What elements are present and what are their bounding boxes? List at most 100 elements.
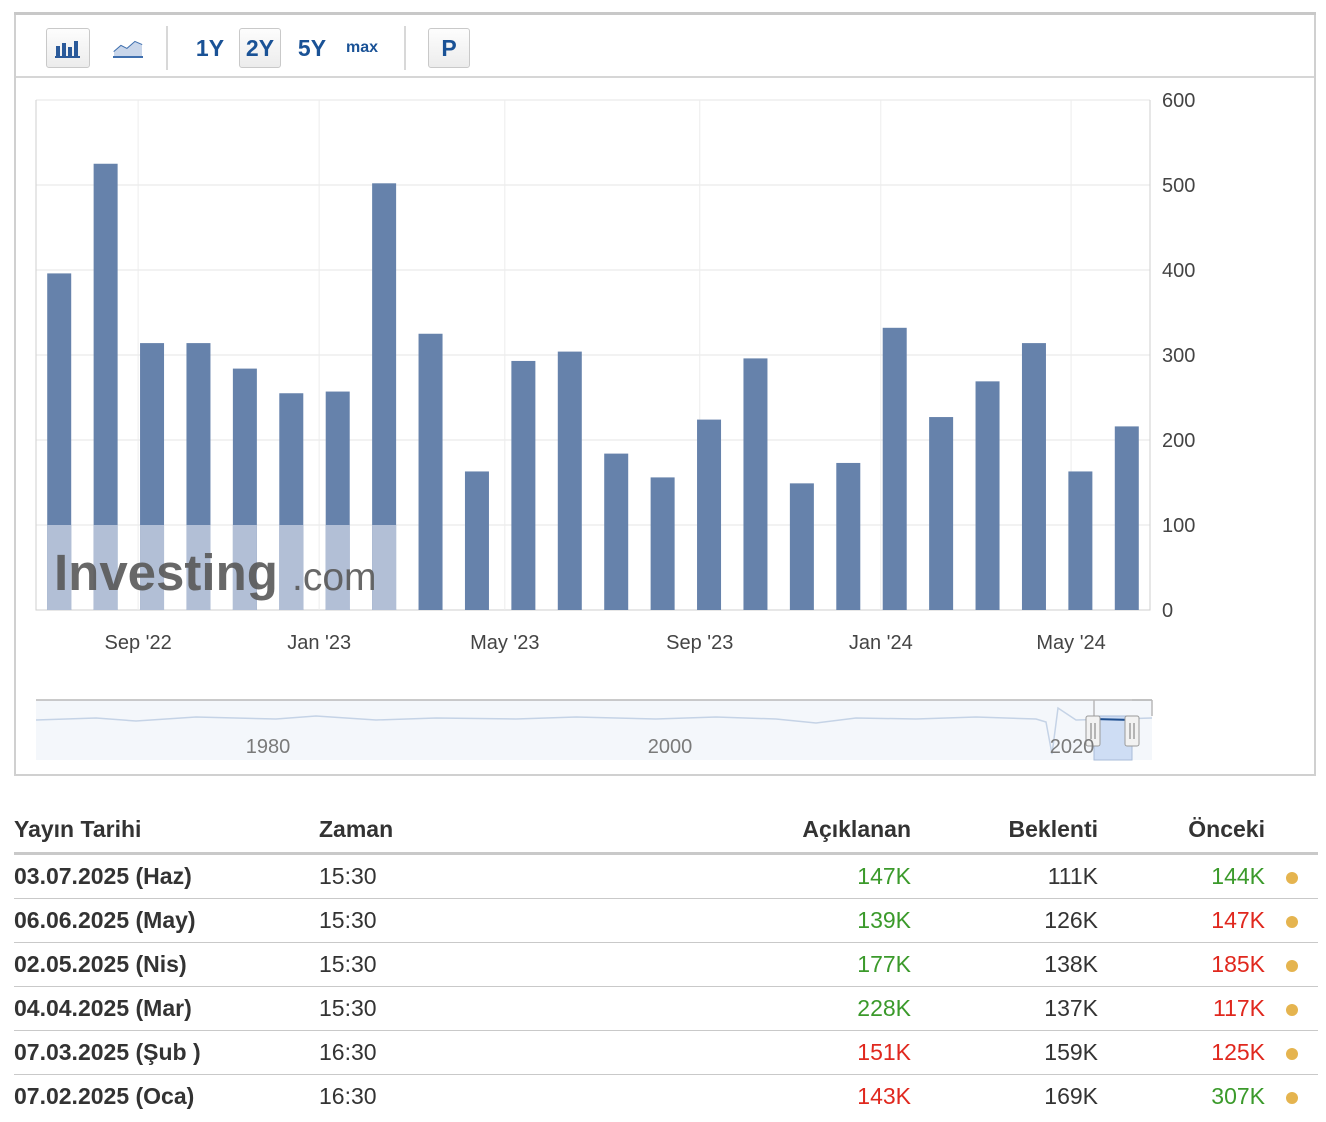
previous-cell: 117K (1098, 986, 1265, 1031)
table-row[interactable]: 03.07.2025 (Haz) 15:30 147K 111K 144K (14, 853, 1318, 899)
x-tick-label: Jan '24 (849, 632, 913, 654)
bar-watermark-overlay (140, 525, 165, 610)
navigator-label: 1980 (246, 736, 291, 758)
bar[interactable] (743, 358, 768, 610)
forecast-cell: 138K (911, 942, 1098, 987)
importance-dot-icon (1285, 916, 1298, 928)
watermark-main: Investing (54, 544, 278, 601)
table-row[interactable]: 06.06.2025 (May) 15:30 139K 126K 147K (14, 898, 1318, 943)
watermark-suffix: .com (292, 556, 377, 599)
range-2y-button[interactable]: 2Y (239, 28, 281, 68)
x-tick-label: May '23 (470, 632, 539, 654)
table-row[interactable]: 07.02.2025 (Oca) 16:30 143K 169K 307K (14, 1075, 1318, 1119)
navigator-left-handle[interactable] (1085, 715, 1101, 747)
bar[interactable] (418, 333, 443, 610)
table-row[interactable]: 04.04.2025 (Mar) 15:30 228K 137K 117K (14, 986, 1318, 1031)
previous-cell: 185K (1098, 942, 1265, 987)
actual-cell: 147K (624, 853, 911, 899)
header-previous[interactable]: Önceki (1098, 806, 1265, 855)
chart-panel: 1Y 2Y 5Y max P Investing .com 0 100 200 300… (14, 12, 1316, 776)
header-actual[interactable]: Açıklanan (624, 806, 911, 855)
importance-cell (1265, 1030, 1318, 1075)
range-1y-button[interactable]: 1Y (195, 34, 225, 61)
actual-cell: 177K (624, 942, 911, 987)
y-tick-label: 600 (1162, 90, 1195, 112)
chart-area: Investing .com 0 100 200 300 400 500 600 Sep '… (35, 90, 1195, 761)
bar-watermark-overlay (186, 525, 211, 610)
bar-watermark-overlay (47, 525, 72, 610)
release-date-cell: 07.02.2025 (Oca) (14, 1083, 195, 1109)
importance-dot-icon (1285, 1004, 1298, 1016)
importance-dot-icon (1285, 872, 1298, 884)
p-button[interactable]: P (428, 28, 470, 68)
importance-dot-icon (1285, 960, 1298, 972)
x-tick-label: Jan '23 (287, 632, 351, 654)
navigator-series (35, 706, 1153, 755)
bar[interactable] (557, 351, 582, 610)
time-cell: 15:30 (319, 898, 624, 943)
release-date-cell: 03.07.2025 (Haz) (14, 853, 319, 899)
importance-cell (1265, 942, 1318, 987)
bar[interactable] (789, 483, 814, 610)
importance-dot-icon (1285, 1092, 1298, 1104)
y-tick-label: 0 (1162, 600, 1173, 622)
bar[interactable] (1068, 471, 1093, 610)
time-cell: 15:30 (319, 986, 624, 1031)
bar-watermark-overlay (279, 525, 304, 610)
bar[interactable] (604, 453, 629, 610)
forecast-cell: 169K (1044, 1083, 1098, 1109)
release-date-cell: 06.06.2025 (May) (14, 898, 319, 943)
previous-cell: 144K (1098, 853, 1265, 899)
bars (47, 163, 1139, 611)
toolbar-separator (404, 26, 406, 70)
bar-chart-icon (55, 41, 80, 58)
x-axis: Sep '22 Jan '23 May '23 Sep '23 Jan '24 May '… (105, 632, 1106, 654)
header-importance (1265, 806, 1318, 855)
bar[interactable] (464, 471, 489, 610)
importance-cell (1265, 1075, 1318, 1119)
importance-dot-icon (1285, 1048, 1298, 1060)
header-forecast[interactable]: Beklenti (911, 806, 1098, 855)
importance-cell (1265, 898, 1318, 943)
bar[interactable] (836, 462, 861, 610)
y-tick-label: 300 (1162, 345, 1195, 367)
y-tick-label: 500 (1162, 175, 1195, 197)
bar-chart-button[interactable] (46, 28, 90, 68)
bar[interactable] (975, 381, 1000, 610)
range-max-button[interactable]: max (345, 39, 379, 56)
y-tick-label: 400 (1162, 260, 1195, 282)
bar[interactable] (882, 327, 907, 610)
bar[interactable] (697, 419, 722, 610)
bar[interactable] (1021, 343, 1046, 610)
importance-cell (1265, 986, 1318, 1031)
bar-watermark-overlay (232, 525, 257, 610)
time-cell: 16:30 (319, 1083, 377, 1109)
table-row[interactable]: 02.05.2025 (Nis) 15:30 177K 138K 185K (14, 942, 1318, 987)
time-cell: 16:30 (319, 1030, 624, 1075)
actual-cell: 143K (857, 1083, 911, 1109)
bar[interactable] (1114, 426, 1139, 610)
time-navigator[interactable]: 1980 2000 2020 (35, 699, 1153, 761)
grid (35, 99, 1151, 611)
time-cell: 15:30 (319, 942, 624, 987)
navigator-right-handle[interactable] (1124, 715, 1140, 747)
previous-cell: 125K (1098, 1030, 1265, 1075)
bar[interactable] (929, 417, 954, 610)
table-header-row: Yayın Tarihi Zaman Açıklanan Beklenti Ön… (14, 806, 1318, 855)
range-5y-button[interactable]: 5Y (297, 34, 327, 61)
table-row[interactable]: 07.03.2025 (Şub ) 16:30 151K 159K 125K (14, 1030, 1318, 1075)
release-date-cell: 02.05.2025 (Nis) (14, 942, 319, 987)
release-date-cell: 04.04.2025 (Mar) (14, 986, 319, 1031)
bar[interactable] (650, 477, 675, 610)
header-time[interactable]: Zaman (319, 806, 624, 855)
y-axis: 0 100 200 300 400 500 600 (1162, 90, 1195, 622)
toolbar-separator (166, 26, 168, 70)
bar[interactable] (511, 360, 536, 610)
navigator-label: 2000 (648, 736, 693, 758)
actual-cell: 228K (624, 986, 911, 1031)
release-date-cell: 07.03.2025 (Şub ) (14, 1030, 319, 1075)
header-release-date[interactable]: Yayın Tarihi (14, 806, 319, 855)
line-chart-button[interactable] (106, 28, 150, 68)
actual-cell: 139K (624, 898, 911, 943)
forecast-cell: 126K (911, 898, 1098, 943)
